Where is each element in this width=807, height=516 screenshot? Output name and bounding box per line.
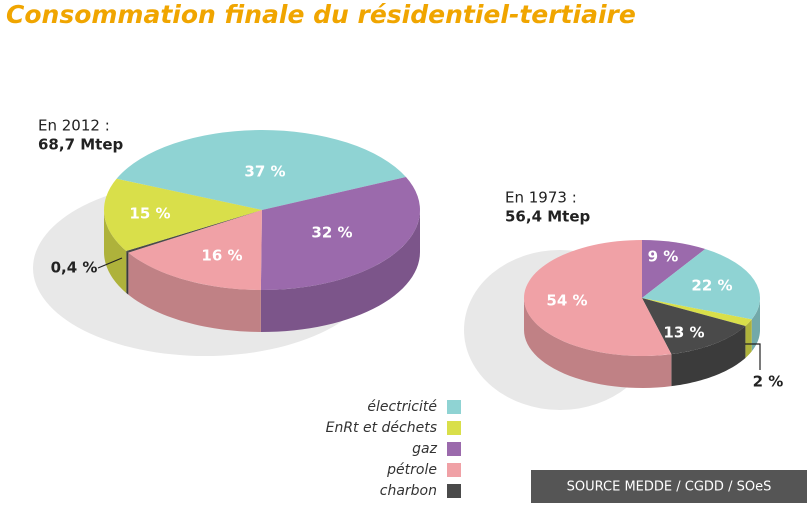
slice: [104, 178, 262, 251]
leader-line: [745, 343, 761, 370]
slice: [642, 298, 752, 326]
legend-label: électricité: [367, 399, 437, 415]
value-label: 32 %: [311, 224, 352, 242]
pie-subtitle: 56,4 Mtep: [505, 208, 591, 226]
legend-swatch: [447, 421, 461, 435]
value-label: 15 %: [129, 205, 170, 223]
slice-side: [671, 325, 746, 387]
legend-swatch: [447, 484, 461, 498]
slice: [116, 129, 406, 210]
value-label: 16 %: [201, 247, 242, 265]
pie-subtitle: 68,7 Mtep: [38, 136, 124, 154]
slice: [642, 298, 746, 355]
slice-side: [104, 210, 127, 293]
source-box: [531, 470, 807, 503]
source: SOURCE MEDDE / CGDD / SOeS: [567, 480, 772, 495]
slice-side: [524, 298, 672, 388]
slice-side: [126, 250, 129, 295]
value-label: 2 %: [753, 373, 784, 391]
slice: [642, 249, 760, 320]
slice: [524, 240, 672, 356]
leader-line: [97, 257, 123, 269]
value-label: 9 %: [648, 248, 679, 266]
legend-label: charbon: [380, 483, 437, 499]
pie-title: En 1973 :: [505, 189, 577, 207]
value-label: 54 %: [546, 292, 587, 310]
slice: [260, 177, 421, 290]
slice-side: [751, 298, 760, 352]
slice-side: [745, 319, 752, 358]
slice: [126, 210, 262, 253]
legend-label: pétrole: [386, 462, 437, 478]
legend-swatch: [447, 400, 461, 414]
slice: [642, 240, 706, 298]
slice-side: [128, 252, 261, 332]
legend-swatch: [447, 442, 461, 456]
value-label: 22 %: [691, 277, 732, 295]
value-label: 13 %: [663, 324, 704, 342]
slice-side: [260, 210, 420, 332]
legend-swatch: [447, 463, 461, 477]
legend-label: EnRt et déchets: [326, 420, 437, 436]
pie-title: En 2012 :: [38, 117, 110, 135]
value-label: 0,4 %: [51, 259, 98, 277]
value-label: 37 %: [244, 163, 285, 181]
legend-label: gaz: [412, 441, 437, 457]
page-title: Consommation finale du résidentiel-terti…: [6, 0, 636, 29]
slice: [128, 210, 262, 290]
